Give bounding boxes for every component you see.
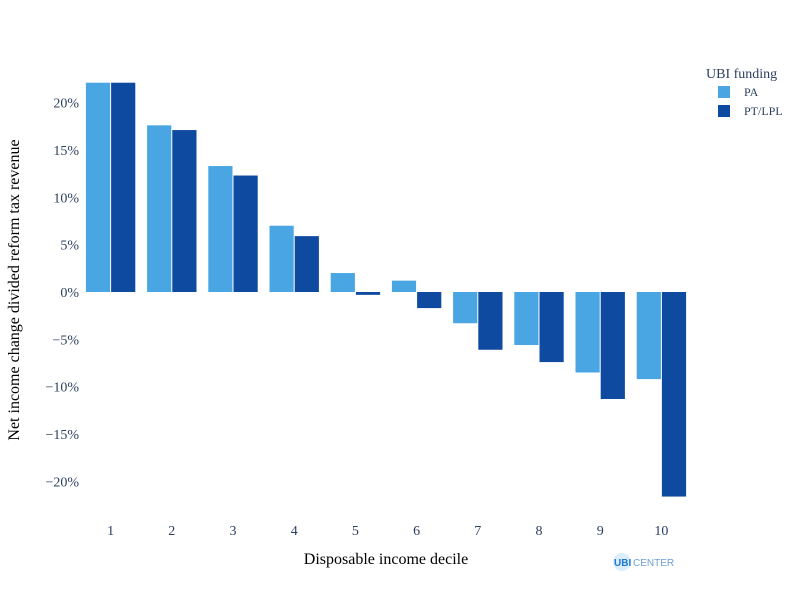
y-tick-label: −5%	[52, 333, 79, 348]
x-tick-label: 3	[230, 524, 237, 539]
y-tick-label: −10%	[45, 381, 79, 396]
bar-pt-lpl-decile-3[interactable]	[233, 175, 258, 292]
x-tick-label: 6	[413, 524, 420, 539]
ubi-center-logo: UBI CENTER	[613, 553, 674, 571]
x-tick-label: 5	[352, 524, 359, 539]
bar-pa-decile-4[interactable]	[269, 225, 294, 292]
logo-circle-icon	[613, 553, 631, 571]
bar-pa-decile-9[interactable]	[575, 292, 600, 373]
legend-items: PA PT/LPL	[718, 85, 783, 118]
bar-pa-decile-8[interactable]	[514, 292, 539, 346]
x-tick-label: 2	[168, 524, 175, 539]
legend-label: PA	[744, 85, 759, 99]
legend-item-pa[interactable]: PA	[718, 85, 759, 99]
y-tick-label: 20%	[53, 97, 79, 112]
logo-center-text: CENTER	[633, 558, 674, 569]
bar-pt-lpl-decile-6[interactable]	[417, 292, 442, 309]
y-axis-title: Net income change divided reform tax rev…	[6, 139, 23, 440]
x-tick-label: 8	[536, 524, 543, 539]
y-tick-label: 5%	[60, 239, 79, 254]
x-tick-label: 7	[474, 524, 481, 539]
bar-pa-decile-1[interactable]	[85, 82, 111, 292]
y-axis-ticks: 20% 15% 10% 5% 0% −5% −10% −15% −20%	[45, 97, 79, 491]
x-tick-label: 10	[654, 524, 668, 539]
bar-pt-lpl-decile-2[interactable]	[172, 130, 197, 292]
legend-swatch	[718, 105, 730, 117]
x-tick-label: 9	[597, 524, 604, 539]
y-tick-label: 15%	[53, 144, 79, 159]
bar-pa-decile-2[interactable]	[147, 125, 172, 292]
x-axis-title: Disposable income decile	[304, 551, 468, 568]
x-axis-ticks: 1 2 3 4 5 6 7 8 9 10	[107, 524, 668, 539]
x-tick-label: 1	[107, 524, 114, 539]
legend-label: PT/LPL	[744, 104, 783, 118]
bar-pa-decile-6[interactable]	[391, 280, 417, 292]
bar-pt-lpl-decile-1[interactable]	[111, 82, 136, 292]
x-tick-label: 4	[291, 524, 298, 539]
bar-pt-lpl-decile-9[interactable]	[600, 292, 625, 400]
bars	[85, 82, 687, 497]
legend-swatch	[718, 86, 730, 98]
bar-pt-lpl-decile-4[interactable]	[294, 236, 319, 292]
bar-pa-decile-5[interactable]	[330, 273, 355, 292]
bar-pa-decile-10[interactable]	[636, 292, 661, 380]
bar-pa-decile-7[interactable]	[453, 292, 478, 324]
bar-pt-lpl-decile-10[interactable]	[661, 292, 687, 497]
y-tick-label: 10%	[53, 191, 79, 206]
bar-pt-lpl-decile-7[interactable]	[478, 292, 503, 350]
bar-pa-decile-3[interactable]	[208, 166, 233, 292]
y-tick-label: −20%	[45, 475, 79, 490]
y-tick-label: 0%	[60, 286, 79, 301]
y-tick-label: −15%	[45, 428, 79, 443]
legend[interactable]: UBI funding PA PT/LPL	[706, 67, 783, 118]
bar-pt-lpl-decile-5[interactable]	[355, 292, 381, 295]
bar-pt-lpl-decile-8[interactable]	[539, 292, 564, 363]
legend-title: UBI funding	[706, 67, 777, 82]
plot-area: 1 2 3 4 5 6 7 8 9 10 20% 15% 10% 5% 0% −5% −10% −15% −20%	[45, 82, 687, 539]
logo-ubi-text: UBI	[614, 558, 631, 569]
legend-item-pt-lpl[interactable]: PT/LPL	[718, 104, 783, 118]
